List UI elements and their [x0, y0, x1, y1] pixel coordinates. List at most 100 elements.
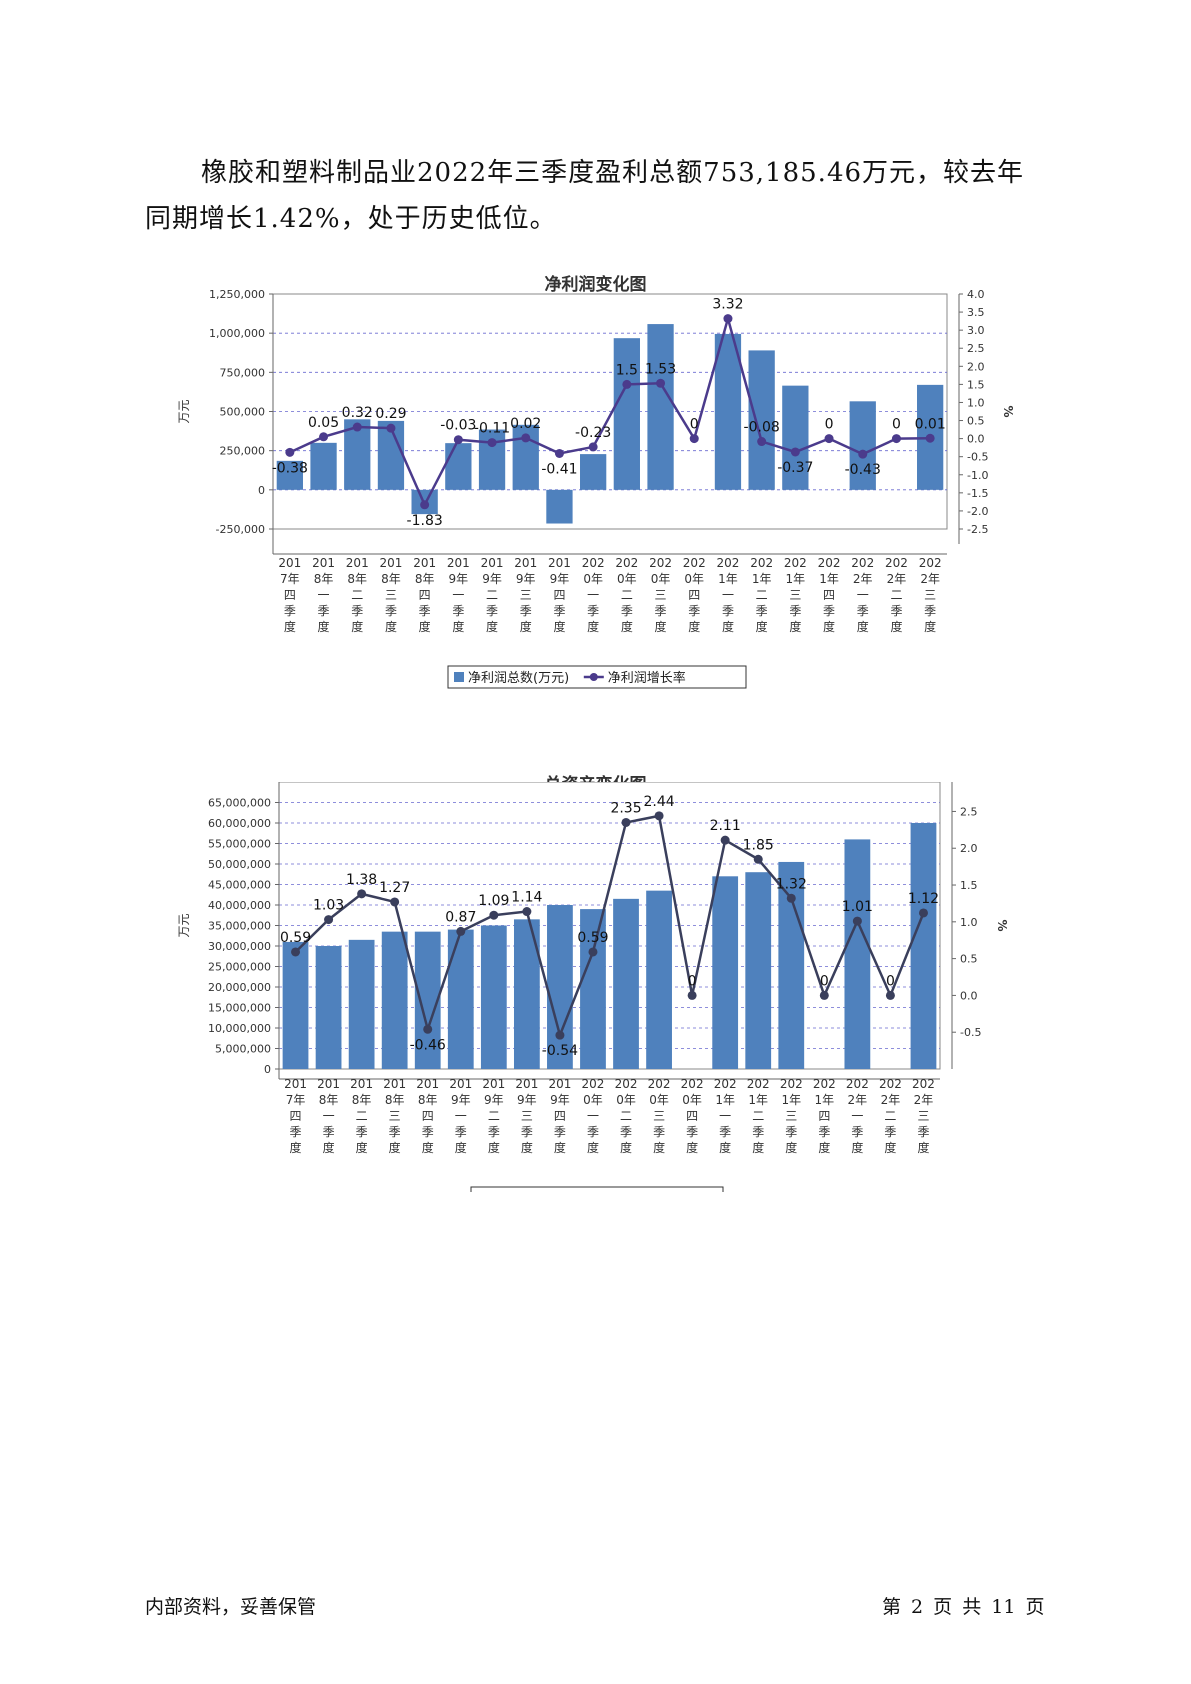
- x-tick-label: 201 9年一季度: [447, 556, 470, 634]
- line-point: [723, 314, 733, 324]
- x-tick-label: 201 8年一季度: [312, 556, 335, 634]
- data-label: -0.41: [541, 461, 577, 477]
- line-point: [291, 947, 301, 957]
- x-tick-label: 202 2年一季度: [851, 556, 874, 634]
- x-tick-label: 201 9年二季度: [481, 556, 504, 634]
- bar: [348, 939, 375, 1069]
- bar: [748, 350, 775, 490]
- data-label: 1.12: [908, 891, 939, 907]
- line-point: [588, 947, 598, 957]
- x-tick-label: 201 7年四季度: [278, 556, 301, 634]
- data-label: 0.05: [308, 415, 339, 431]
- y2-tick-label: 2.0: [960, 842, 978, 855]
- legend-line-marker: [589, 673, 598, 681]
- y-tick-label: 30,000,000: [208, 940, 271, 953]
- y-tick-label: 0: [258, 484, 265, 497]
- y2-tick-label: 3.0: [967, 324, 985, 337]
- line-point: [588, 442, 598, 452]
- line-point: [786, 893, 796, 903]
- y-tick-label: 250,000: [220, 445, 266, 458]
- x-tick-label: 202 0年三季度: [649, 556, 672, 634]
- line-point: [487, 438, 497, 448]
- data-label: -0.03: [440, 418, 476, 434]
- x-tick-label: 202 1年三季度: [780, 1077, 803, 1155]
- bar: [714, 333, 742, 490]
- bar: [445, 443, 472, 490]
- x-tick-label: 201 8年四季度: [416, 1077, 439, 1155]
- y2-axis-title: %: [995, 919, 1009, 931]
- bar: [646, 890, 672, 1069]
- x-tick-label: 201 9年二季度: [482, 1077, 505, 1155]
- x-tick-label: 202 2年二季度: [879, 1077, 902, 1155]
- line-point: [858, 449, 868, 459]
- y2-tick-label: 1.0: [967, 396, 985, 409]
- data-label: 0.59: [280, 930, 311, 946]
- x-tick-label: 201 8年四季度: [413, 556, 436, 634]
- line-point: [554, 448, 564, 458]
- y-tick-label: 10,000,000: [208, 1022, 271, 1035]
- line-point: [824, 434, 834, 444]
- bar: [613, 338, 640, 490]
- y-tick-label: 60,000,000: [208, 817, 271, 830]
- bar: [315, 946, 342, 1069]
- bar: [782, 385, 809, 490]
- bar: [580, 454, 607, 490]
- bar: [580, 909, 606, 1069]
- x-tick-label: 202 1年一季度: [714, 1077, 737, 1155]
- line-point: [918, 908, 928, 918]
- bar: [849, 401, 876, 490]
- bar: [310, 442, 337, 490]
- data-label: 1.14: [511, 890, 542, 906]
- y2-tick-label: 1.5: [967, 378, 985, 391]
- line-point: [753, 854, 763, 864]
- bar: [276, 460, 303, 490]
- data-label: 2.35: [610, 800, 641, 816]
- bar: [546, 489, 573, 524]
- data-label: 0.02: [510, 416, 541, 432]
- line-point: [621, 817, 631, 827]
- y2-tick-label: -1.5: [967, 487, 988, 500]
- y2-tick-label: 1.5: [960, 879, 978, 892]
- bar: [613, 898, 639, 1069]
- x-tick-label: 201 7年四季度: [284, 1077, 307, 1155]
- line-point: [521, 433, 531, 443]
- chart-title: 净利润变化图: [544, 275, 647, 295]
- y2-tick-label: -2.5: [967, 523, 988, 536]
- data-label: 1.5: [616, 362, 638, 378]
- x-tick-label: 202 1年一季度: [716, 556, 739, 634]
- data-label: 0: [688, 973, 697, 989]
- total-assets-chart-svg: 65,000,000 60,000,000 55,000,000 50,000,000…: [177, 782, 1009, 1192]
- y2-tick-label: 1.0: [960, 916, 978, 929]
- x-tick-label: 202 2年二季度: [885, 556, 908, 634]
- rate-line: [289, 313, 931, 508]
- x-tick-label: 201 9年一季度: [449, 1077, 472, 1155]
- line-point: [689, 434, 699, 444]
- data-label: 0: [825, 417, 834, 433]
- body-paragraph: 橡胶和塑料制品业2022年三季度盈利总额753,185.46万元，较去年同期增长…: [145, 150, 1045, 242]
- data-label: -0.43: [845, 462, 881, 478]
- x-tick-label: 202 1年二季度: [750, 556, 773, 634]
- y-tick-label: 750,000: [220, 366, 266, 379]
- x-tick-label: 201 8年一季度: [317, 1077, 340, 1155]
- line-point: [386, 423, 396, 433]
- y-tick-label: 0: [264, 1063, 271, 1076]
- x-tick-label: 201 8年三季度: [383, 1077, 406, 1155]
- line-point: [390, 897, 400, 907]
- bar: [547, 905, 573, 1069]
- data-label: 1.85: [743, 837, 774, 853]
- y-tick-label: 25,000,000: [208, 961, 271, 974]
- y-tick-label: 35,000,000: [208, 920, 271, 933]
- data-label: -0.37: [777, 460, 813, 476]
- x-tick-label: 202 1年四季度: [818, 556, 841, 634]
- x-tick-label: 201 9年三季度: [515, 1077, 538, 1155]
- x-tick-label: 202 0年二季度: [615, 1077, 638, 1155]
- line-point: [456, 926, 466, 936]
- line-point: [720, 835, 730, 845]
- y2-tick-label: 2.5: [967, 342, 985, 355]
- line-point: [324, 915, 334, 925]
- line-point: [891, 434, 901, 444]
- rate-line: [294, 814, 925, 1040]
- line-point: [687, 990, 697, 1000]
- y-tick-label: 1,000,000: [209, 327, 265, 340]
- x-tick-label: 201 8年二季度: [350, 1077, 373, 1155]
